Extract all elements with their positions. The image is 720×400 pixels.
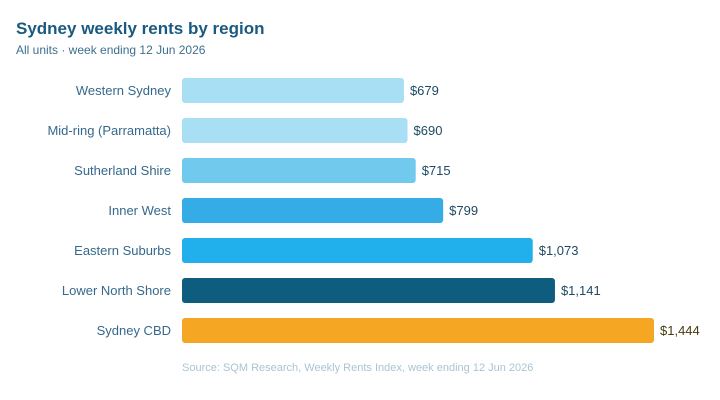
category-label: Eastern Suburbs xyxy=(74,243,171,258)
bar xyxy=(182,278,555,303)
value-label: $1,444 xyxy=(660,323,700,338)
value-label: $715 xyxy=(422,163,451,178)
category-label: Mid-ring (Parramatta) xyxy=(47,123,171,138)
bar xyxy=(182,118,408,143)
category-label: Sutherland Shire xyxy=(74,163,171,178)
value-label: $799 xyxy=(449,203,478,218)
bar xyxy=(182,238,533,263)
chart-subtitle: All units · week ending 12 Jun 2026 xyxy=(16,43,206,57)
bar xyxy=(182,158,416,183)
value-label: $690 xyxy=(414,123,443,138)
value-label: $1,141 xyxy=(561,283,601,298)
bar xyxy=(182,318,654,343)
bar xyxy=(182,198,444,223)
category-label: Lower North Shore xyxy=(62,283,171,298)
category-label: Inner West xyxy=(108,203,171,218)
category-label: Sydney CBD xyxy=(97,323,171,338)
value-label: $679 xyxy=(410,83,439,98)
value-label: $1,073 xyxy=(539,243,579,258)
category-label: Western Sydney xyxy=(76,83,172,98)
source-note: Source: SQM Research, Weekly Rents Index… xyxy=(182,362,534,374)
chart-title: Sydney weekly rents by region xyxy=(16,19,265,38)
bar xyxy=(182,78,404,103)
